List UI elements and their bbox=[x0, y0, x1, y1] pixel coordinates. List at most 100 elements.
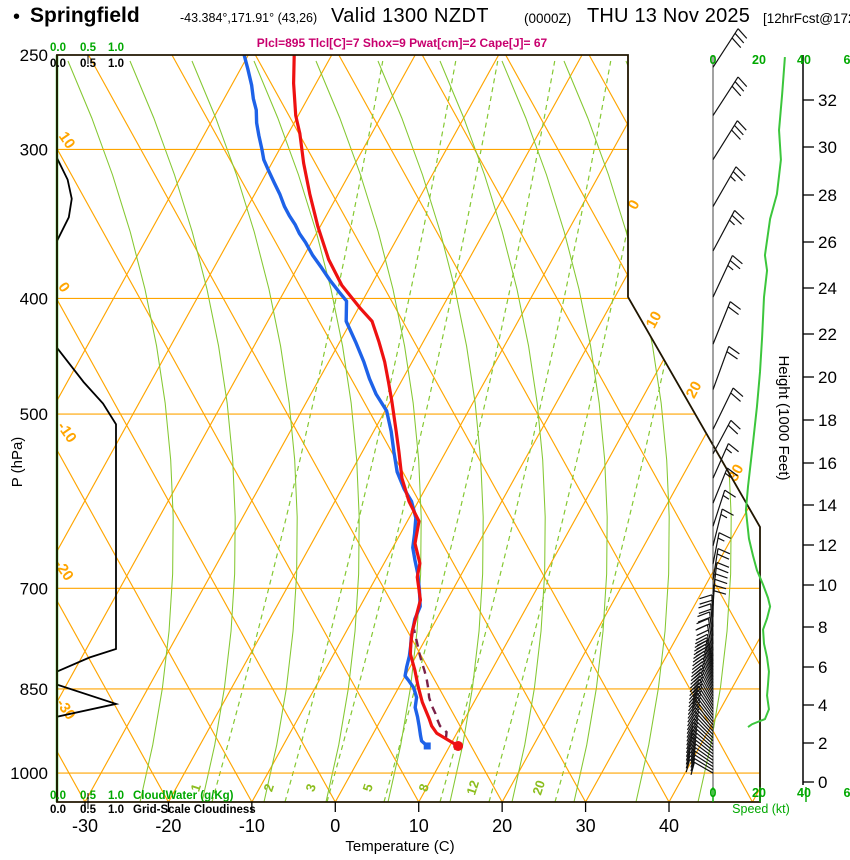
height-tick-label: 20 bbox=[818, 368, 837, 387]
dry-adiabat-line bbox=[338, 55, 753, 802]
speed-tick-label: 6 bbox=[844, 53, 850, 67]
temperature-tick-label: 30 bbox=[576, 816, 596, 836]
chart-header: • Springfield -43.384°,171.91° (43,26) V… bbox=[0, 0, 850, 34]
height-axis-title: Height (1000 Feet) bbox=[775, 355, 792, 480]
dry-adiabat-line bbox=[57, 55, 253, 802]
height-tick-label: 2 bbox=[818, 734, 827, 753]
cloudiness-title: Grid-Scale Cloudiness bbox=[133, 804, 256, 816]
dry-adiabat-line bbox=[171, 55, 587, 802]
isotherm-line bbox=[57, 55, 333, 802]
mixing-ratio-label: 5 bbox=[359, 782, 376, 794]
wind-barb bbox=[712, 508, 734, 547]
dry-adiabat-label: -20 bbox=[51, 557, 77, 585]
isotherm-line bbox=[57, 55, 416, 802]
speed-curve bbox=[744, 56, 786, 728]
speed-axis-title: Speed (kt) bbox=[732, 802, 790, 816]
wind-barb bbox=[712, 209, 745, 252]
temperature-tick-label: 10 bbox=[409, 816, 429, 836]
dewpoint-curve bbox=[242, 54, 429, 748]
wind-barb bbox=[698, 603, 714, 636]
moist-adiabat-line bbox=[253, 60, 360, 802]
wind-barb bbox=[712, 532, 732, 565]
speed-tick-label: 40 bbox=[797, 786, 811, 800]
dry-adiabat-line bbox=[57, 55, 336, 802]
height-tick-label: 16 bbox=[818, 454, 837, 473]
isotherm-line bbox=[418, 55, 760, 802]
wind-barb bbox=[685, 755, 714, 772]
isotherm-label: 30 bbox=[725, 462, 748, 485]
temperature-tick-label: -30 bbox=[72, 816, 98, 836]
height-tick-label: 24 bbox=[818, 279, 837, 298]
isotherm-line bbox=[668, 55, 760, 802]
mixing-ratio-label: 3 bbox=[302, 782, 319, 794]
background-grid bbox=[57, 55, 850, 802]
height-tick-label: 30 bbox=[818, 138, 837, 157]
sounding-parameters: Plcl=895 Tlcl[C]=7 Shox=9 Pwat[cm]=2 Cap… bbox=[256, 36, 548, 50]
cloudwater-scale-label: 0.5 bbox=[80, 42, 97, 54]
isotherm-label: 20 bbox=[683, 379, 706, 402]
wind-barb bbox=[712, 489, 736, 527]
dry-adiabat-line bbox=[505, 55, 760, 802]
height-tick-label: 14 bbox=[818, 496, 837, 515]
moist-adiabat-line bbox=[315, 60, 422, 802]
cloudiness-scale-label: 0.0 bbox=[50, 804, 66, 816]
height-tick-label: 4 bbox=[818, 696, 827, 715]
speed-tick-label: 20 bbox=[752, 53, 766, 67]
cloudwater-scale-label: 1.0 bbox=[108, 42, 124, 54]
cloudiness-scale-label: 1.0 bbox=[108, 58, 124, 70]
isotherm-line bbox=[501, 55, 760, 802]
dry-adiabat-line bbox=[421, 55, 760, 802]
wind-barb bbox=[712, 255, 743, 298]
dry-adiabat-line bbox=[254, 55, 670, 802]
cloudiness-scale-label: 1.0 bbox=[108, 804, 124, 816]
surface-dewpoint-marker bbox=[423, 742, 431, 750]
wind-barb bbox=[712, 584, 727, 618]
dry-adiabat-line bbox=[88, 55, 503, 802]
station-bullet-icon: • bbox=[13, 6, 21, 28]
height-tick-label: 26 bbox=[818, 233, 837, 252]
height-tick-label: 0 bbox=[818, 773, 827, 792]
speed-tick-label: 6 bbox=[844, 786, 850, 800]
pressure-axis-title: P (hPa) bbox=[9, 437, 26, 488]
wind-barb bbox=[712, 345, 740, 390]
wind-barb bbox=[685, 759, 714, 776]
moist-adiabat-line bbox=[563, 60, 670, 802]
isotherm-line bbox=[251, 55, 666, 802]
wind-barb bbox=[695, 624, 714, 657]
wind-barb bbox=[712, 301, 741, 345]
valid-date: THU 13 Nov 2025 bbox=[587, 5, 751, 27]
cloudiness-scale-label: 0.0 bbox=[50, 58, 66, 70]
dry-adiabat-label: 10 bbox=[55, 129, 78, 152]
moist-adiabat-line bbox=[439, 60, 546, 802]
temperature-tick-label: -20 bbox=[155, 816, 181, 836]
wind-barb bbox=[712, 467, 738, 504]
pressure-tick-label: 1000 bbox=[10, 764, 48, 783]
mixing-ratio-label: 8 bbox=[415, 782, 432, 794]
isotherm-line bbox=[585, 55, 760, 802]
isotherm-line bbox=[167, 55, 583, 802]
height-tick-label: 28 bbox=[818, 186, 837, 205]
wind-barb bbox=[712, 28, 748, 68]
height-tick-label: 10 bbox=[818, 576, 837, 595]
wind-barb bbox=[712, 419, 741, 455]
cloudwater-scale-label: 0.0 bbox=[50, 42, 66, 54]
height-tick-label: 18 bbox=[818, 411, 837, 430]
speed-tick-label: 0 bbox=[710, 53, 717, 67]
pressure-tick-label: 300 bbox=[20, 140, 48, 159]
valid-time: Valid 1300 NZDT bbox=[331, 5, 489, 27]
wind-barb bbox=[712, 547, 731, 581]
mixing-ratio-line bbox=[211, 60, 384, 802]
wind-barb bbox=[712, 120, 747, 161]
isotherm-line bbox=[57, 55, 249, 802]
moist-adiabat-line bbox=[191, 60, 298, 802]
valid-zulu-time: (0000Z) bbox=[524, 11, 572, 26]
moist-adiabat-line bbox=[377, 60, 484, 802]
mixing-ratio-label: 20 bbox=[529, 778, 548, 796]
temperature-axis-title: Temperature (C) bbox=[345, 838, 454, 855]
wind-barb bbox=[699, 594, 714, 627]
mixing-ratio-line bbox=[439, 60, 612, 802]
isotherm-line bbox=[836, 55, 850, 802]
pressure-tick-label: 500 bbox=[20, 405, 48, 424]
wind-barb bbox=[712, 573, 728, 606]
